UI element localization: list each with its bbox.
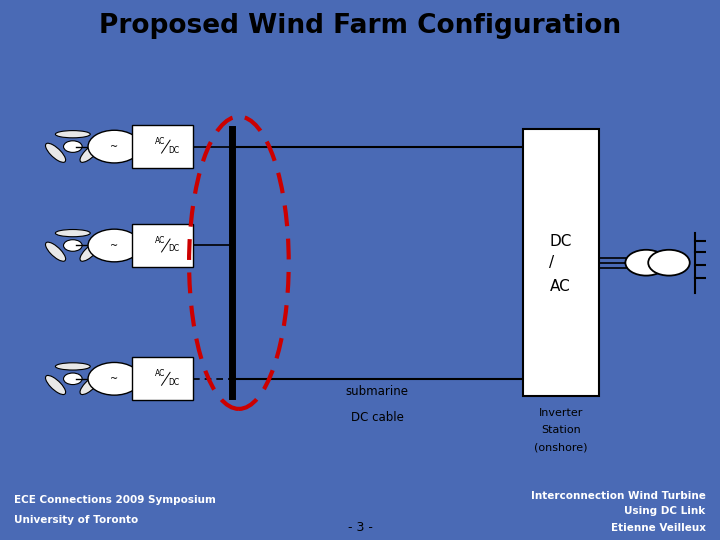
Text: ~: ~ (110, 141, 118, 152)
Text: Inverter: Inverter (539, 408, 583, 418)
Circle shape (88, 362, 140, 395)
Text: submarine: submarine (346, 385, 409, 398)
Text: Station: Station (541, 426, 580, 435)
Text: (onshore): (onshore) (534, 443, 588, 453)
Circle shape (63, 141, 82, 152)
Circle shape (648, 250, 690, 275)
Ellipse shape (80, 143, 100, 163)
Ellipse shape (45, 143, 66, 163)
Text: Etienne Veilleux: Etienne Veilleux (611, 523, 706, 532)
Text: AC: AC (155, 369, 165, 378)
Ellipse shape (80, 242, 100, 261)
Bar (132, 224, 193, 267)
Text: Interconnection Wind Turbine: Interconnection Wind Turbine (531, 491, 706, 501)
Ellipse shape (55, 230, 90, 237)
Text: DC: DC (168, 146, 179, 154)
Text: ~: ~ (110, 374, 118, 384)
Text: DC: DC (168, 378, 179, 387)
Text: AC: AC (550, 279, 571, 294)
Text: ECE Connections 2009 Symposium: ECE Connections 2009 Symposium (14, 495, 216, 505)
Ellipse shape (55, 131, 90, 138)
Text: ~: ~ (110, 240, 118, 251)
Text: AC: AC (155, 137, 165, 146)
Ellipse shape (45, 242, 66, 261)
Circle shape (88, 130, 140, 163)
Text: /: / (549, 255, 554, 270)
Text: DC cable: DC cable (351, 411, 404, 424)
Bar (132, 125, 193, 168)
Text: AC: AC (155, 236, 165, 245)
Text: DC: DC (168, 245, 179, 253)
Circle shape (88, 229, 140, 262)
Circle shape (63, 373, 82, 384)
Text: DC: DC (549, 234, 572, 249)
Circle shape (626, 250, 667, 275)
Bar (132, 357, 193, 400)
Circle shape (63, 240, 82, 251)
Ellipse shape (55, 363, 90, 370)
Text: University of Toronto: University of Toronto (14, 515, 139, 525)
Bar (523, 130, 599, 396)
Text: Using DC Link: Using DC Link (624, 506, 706, 516)
Text: - 3 -: - 3 - (348, 521, 372, 534)
Ellipse shape (45, 375, 66, 395)
Text: Proposed Wind Farm Configuration: Proposed Wind Farm Configuration (99, 13, 621, 39)
Ellipse shape (80, 375, 100, 395)
